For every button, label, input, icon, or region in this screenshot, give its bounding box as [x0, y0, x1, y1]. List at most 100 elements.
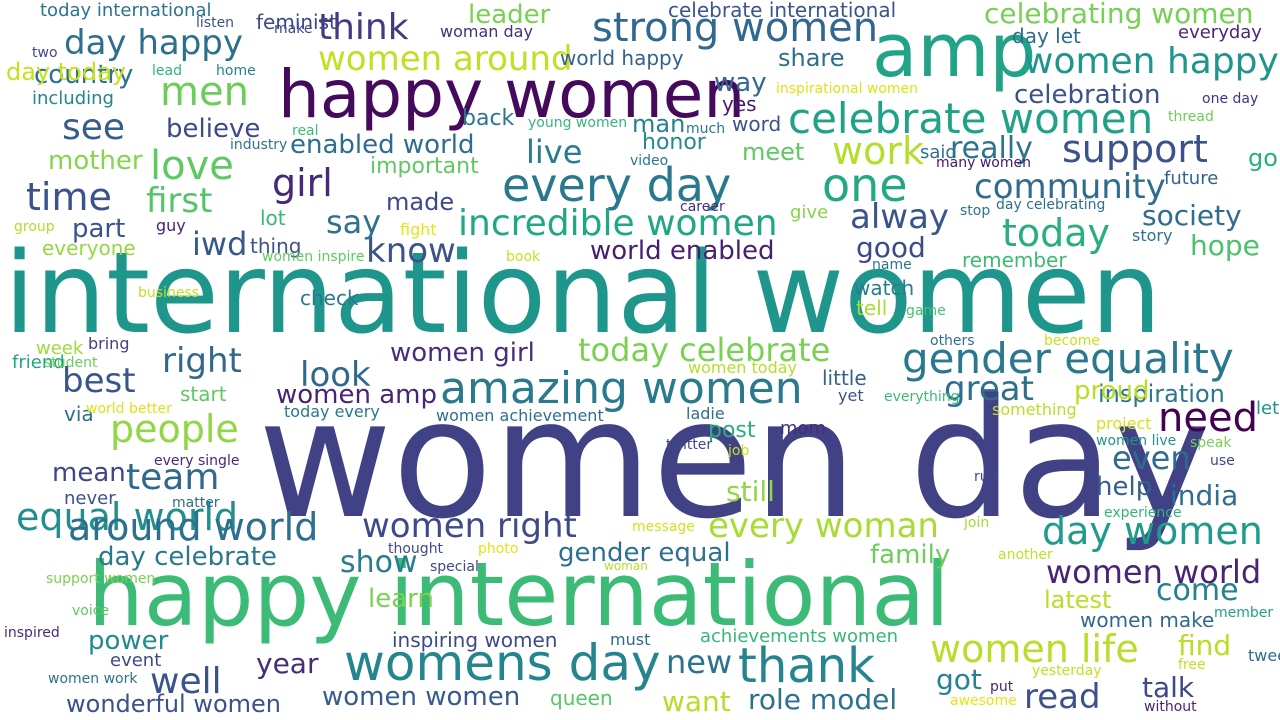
word: twitter: [666, 437, 713, 453]
word: tweet: [1248, 646, 1280, 665]
word: look: [300, 355, 371, 395]
word: without: [1144, 699, 1197, 715]
word: celebrating women: [984, 0, 1254, 30]
word: community: [974, 167, 1166, 207]
word: even: [1112, 439, 1191, 477]
word: womens day: [344, 634, 661, 692]
word: thank: [738, 638, 875, 694]
word: going: [1248, 144, 1280, 172]
word: women happy: [1024, 41, 1279, 82]
word: group: [14, 219, 55, 235]
word: gender equality: [902, 334, 1234, 383]
word: fight: [400, 220, 437, 239]
word: well: [150, 661, 222, 702]
word: industry: [230, 137, 288, 153]
word: talk: [1142, 671, 1195, 704]
word: project: [1096, 414, 1152, 433]
word: need: [1158, 395, 1258, 441]
word: way: [714, 68, 767, 98]
word: hope: [1190, 229, 1260, 262]
word: women make: [1080, 608, 1215, 632]
word: future: [1164, 168, 1219, 189]
word: good: [856, 231, 926, 264]
word: women around: [318, 39, 573, 79]
word: tell: [856, 296, 888, 320]
word: work: [832, 129, 924, 173]
word: event: [110, 650, 162, 671]
word: watch: [854, 276, 915, 300]
word: important: [370, 154, 479, 179]
word: use: [1210, 453, 1235, 469]
word: women amp: [276, 380, 438, 410]
word: woman: [604, 559, 648, 573]
word: young women: [528, 115, 628, 131]
word: inspirational women: [776, 81, 919, 97]
word: learn: [368, 584, 434, 614]
word: today every: [284, 402, 380, 421]
word: special: [430, 559, 479, 575]
word: achievements women: [700, 626, 899, 647]
word: day celebrate: [98, 542, 277, 572]
word: many women: [936, 155, 1031, 171]
word: inspiration: [1098, 380, 1225, 408]
word: job: [728, 443, 750, 459]
word: amp: [872, 8, 1037, 94]
word: thought: [388, 541, 444, 557]
word: much: [686, 121, 726, 137]
word: thing: [250, 234, 302, 258]
word: role model: [748, 683, 898, 716]
word: guy: [156, 216, 186, 235]
word: amazing women: [440, 363, 803, 414]
word: love: [150, 143, 234, 189]
word: real: [292, 123, 319, 139]
word: lead: [152, 63, 182, 79]
word: make: [274, 21, 313, 37]
word: experience: [1104, 505, 1182, 521]
word: show: [340, 545, 418, 580]
word: day celebrating: [996, 197, 1106, 213]
word: alway: [850, 197, 950, 237]
word: latest: [1044, 586, 1112, 614]
word: world happy: [560, 46, 684, 70]
word: still: [726, 475, 775, 508]
word: want: [662, 685, 731, 718]
word: listen: [196, 15, 235, 31]
word: international women: [4, 229, 1162, 359]
word: believe: [166, 114, 261, 144]
word: help: [1096, 472, 1153, 502]
word: strong women: [592, 5, 879, 51]
word: country: [34, 60, 134, 90]
word: stop: [960, 203, 991, 219]
word: said: [920, 142, 957, 163]
word: awesome: [950, 693, 1017, 709]
word: women world: [1046, 553, 1262, 591]
word: speak: [1190, 435, 1232, 451]
word: enabled world: [290, 130, 475, 160]
word: know: [366, 231, 456, 271]
word: team: [126, 457, 220, 498]
word: meet: [742, 138, 805, 166]
word: week: [36, 338, 84, 359]
word: world enabled: [590, 236, 775, 266]
word: back: [462, 106, 515, 131]
word: free: [1178, 657, 1206, 673]
word: women live: [1096, 433, 1177, 449]
word: say: [326, 203, 382, 241]
word: women life: [930, 627, 1139, 671]
word: check: [300, 286, 359, 310]
word: women inspire: [262, 249, 365, 265]
word: must: [610, 630, 651, 649]
word: support: [1062, 127, 1208, 171]
word: man: [632, 110, 686, 138]
word: another: [998, 547, 1053, 563]
word: celebration: [1014, 80, 1161, 110]
word: business: [138, 285, 200, 301]
word: story: [1132, 226, 1173, 245]
word: society: [1142, 199, 1242, 232]
word: lot: [260, 206, 286, 230]
word: honor: [642, 130, 706, 155]
word: home: [216, 63, 256, 79]
word: day today: [6, 58, 127, 86]
word: photo: [478, 541, 519, 557]
